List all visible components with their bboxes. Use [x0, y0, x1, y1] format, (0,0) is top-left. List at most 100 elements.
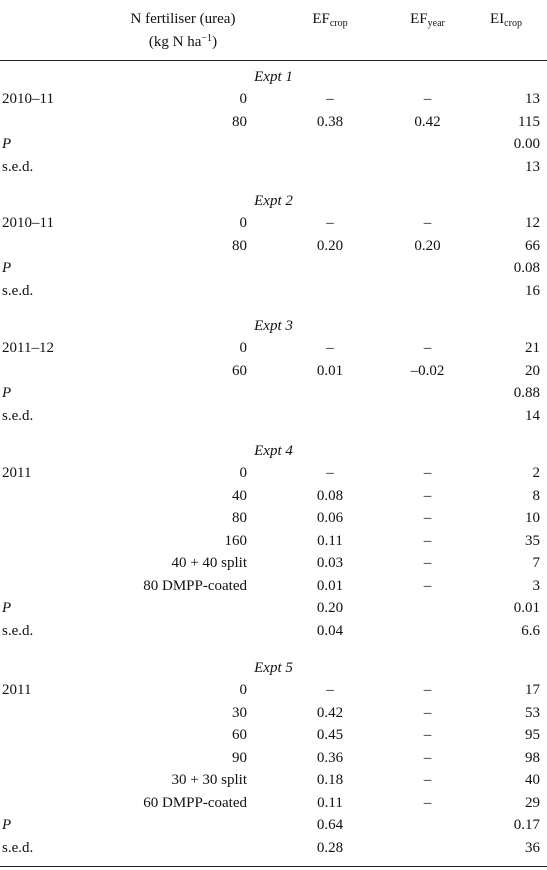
table-row: 2010–11 0 – – 13 — [0, 88, 547, 110]
cell-ei-crop: 14 — [525, 407, 540, 424]
cell-year: s.e.d. — [2, 622, 34, 639]
cell-ef-year: – — [423, 577, 432, 594]
cell-ei-crop: 17 — [525, 682, 540, 698]
cell-ef-crop: 0.11 — [317, 794, 343, 811]
cell-n: 80 — [232, 237, 247, 254]
cell-ei-crop: 16 — [525, 282, 540, 299]
cell-year: 2011–12 — [2, 340, 54, 356]
cell-year: 2010–11 — [2, 215, 54, 231]
cell-n: 60 DMPP-coated — [143, 794, 247, 811]
cell-ei-crop: 95 — [525, 727, 540, 743]
table-row: 2011 0 – – 2 — [0, 462, 547, 484]
cell-ef-year: –0.02 — [410, 362, 445, 379]
cell-ei-crop: 29 — [525, 794, 540, 811]
section-title: Expt 3 — [254, 318, 293, 334]
cell-year: P — [2, 817, 12, 833]
header-n-fertiliser: N fertiliser (urea) (kg N ha−1) — [108, 10, 258, 52]
cell-year: P — [2, 136, 12, 152]
header-ei-crop-sub: crop — [504, 18, 522, 29]
cell-ef-crop: 0.04 — [316, 622, 344, 639]
cell-year: P — [2, 260, 12, 276]
cell-ef-crop: 0.01 — [316, 362, 344, 379]
cell-ef-crop: – — [326, 91, 334, 107]
cell-n: 60 — [232, 727, 247, 743]
cell-ef-year: – — [423, 465, 432, 481]
table-row: P 0.08 — [0, 257, 547, 279]
cell-ef-year: – — [423, 682, 432, 698]
table-row: 80 0.20 0.20 66 — [0, 235, 547, 257]
cell-year: P — [2, 600, 12, 616]
header-rule — [0, 60, 547, 61]
cell-n: 90 — [232, 749, 247, 766]
table-row: 40 + 40 split 0.03 – 7 — [0, 552, 547, 574]
cell-year: s.e.d. — [2, 158, 34, 175]
table-row: 80 DMPP-coated 0.01 – 3 — [0, 575, 547, 597]
cell-ei-crop: 0.88 — [513, 385, 540, 401]
cell-ei-crop: 21 — [525, 340, 540, 356]
cell-year: s.e.d. — [2, 839, 34, 856]
cell-ei-crop: 0.08 — [513, 260, 540, 276]
table-row: P 0.20 0.01 — [0, 597, 547, 619]
bottom-rule — [0, 866, 547, 867]
cell-ef-crop: 0.01 — [316, 577, 344, 594]
cell-ef-crop: 0.18 — [316, 772, 344, 788]
cell-n: 80 DMPP-coated — [143, 577, 247, 594]
cell-n: 40 + 40 split — [171, 555, 247, 571]
cell-n: 0 — [239, 340, 248, 356]
cell-ef-crop: 0.06 — [316, 510, 344, 526]
table-row: 90 0.36 – 98 — [0, 747, 547, 769]
cell-ef-year: – — [423, 794, 432, 811]
cell-ef-crop: 0.03 — [316, 555, 344, 571]
table-row: 60 0.45 – 95 — [0, 724, 547, 746]
cell-ef-crop: 0.11 — [317, 532, 343, 549]
cell-ef-year: – — [423, 487, 432, 504]
section-title: Expt 1 — [254, 69, 293, 85]
cell-n: 0 — [239, 465, 248, 481]
table-row: 2010–11 0 – – 12 — [0, 212, 547, 234]
cell-ef-year: 0.20 — [414, 237, 441, 254]
header-n-fertiliser-exp: −1 — [201, 33, 213, 44]
cell-n: 0 — [239, 215, 248, 231]
cell-ef-year: – — [423, 772, 432, 788]
cell-ei-crop: 115 — [518, 113, 540, 130]
table-row: 160 0.11 – 35 — [0, 530, 547, 552]
cell-ef-crop: 0.36 — [316, 749, 344, 766]
cell-ei-crop: 7 — [532, 555, 541, 571]
cell-ef-crop: 0.38 — [316, 113, 344, 130]
cell-ef-crop: 0.42 — [316, 704, 344, 721]
cell-n: 80 — [232, 510, 247, 526]
table-row: 2011–12 0 – – 21 — [0, 337, 547, 359]
table-row: P 0.00 — [0, 133, 547, 155]
cell-year: s.e.d. — [2, 282, 34, 299]
table-row: P 0.64 0.17 — [0, 814, 547, 836]
cell-ei-crop: 3 — [532, 577, 541, 594]
cell-ei-crop: 66 — [525, 237, 540, 254]
cell-ef-crop: 0.28 — [316, 839, 344, 856]
cell-ei-crop: 8 — [532, 487, 541, 504]
cell-n: 40 — [232, 487, 247, 504]
cell-ef-crop: – — [326, 215, 334, 231]
cell-ei-crop: 53 — [525, 704, 540, 721]
cell-ef-year: 0.42 — [414, 113, 441, 130]
header-n-fertiliser-line1: N fertiliser (urea) — [130, 11, 236, 27]
cell-year: s.e.d. — [2, 407, 34, 424]
cell-ef-crop: – — [326, 682, 334, 698]
cell-ef-year: – — [423, 91, 432, 107]
cell-n: 30 + 30 split — [171, 772, 247, 788]
table-row: s.e.d. 13 — [0, 156, 547, 178]
cell-ef-crop: – — [326, 340, 334, 356]
cell-ef-year: – — [423, 510, 432, 526]
cell-ef-year: – — [423, 340, 432, 356]
cell-year: P — [2, 385, 12, 401]
cell-year: 2011 — [2, 465, 32, 481]
cell-year: 2011 — [2, 682, 32, 698]
cell-ef-crop: 0.08 — [316, 487, 344, 504]
cell-ei-crop: 13 — [525, 158, 540, 175]
cell-n: 0 — [239, 682, 248, 698]
cell-ef-crop: 0.64 — [316, 817, 344, 833]
cell-year: 2010–11 — [2, 91, 54, 107]
cell-ef-year: – — [423, 727, 432, 743]
table-row: P 0.88 — [0, 382, 547, 404]
table-row: 80 0.38 0.42 115 — [0, 111, 547, 133]
table-row: 2011 0 – – 17 — [0, 679, 547, 701]
